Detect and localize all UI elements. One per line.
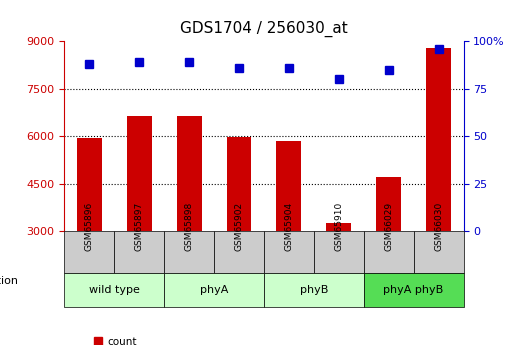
Text: genotype/variation: genotype/variation xyxy=(0,276,19,286)
Text: GSM65896: GSM65896 xyxy=(85,201,94,250)
Bar xyxy=(127,116,152,231)
Text: GSM65897: GSM65897 xyxy=(135,201,144,250)
Bar xyxy=(177,116,201,231)
Bar xyxy=(77,138,102,231)
Bar xyxy=(227,137,251,231)
Bar xyxy=(376,177,401,231)
FancyBboxPatch shape xyxy=(264,231,314,273)
Legend: count, percentile rank within the sample: count, percentile rank within the sample xyxy=(90,333,287,345)
Text: phyA: phyA xyxy=(200,285,228,295)
Text: GSM66030: GSM66030 xyxy=(434,201,443,250)
Text: GSM66029: GSM66029 xyxy=(384,201,393,250)
FancyBboxPatch shape xyxy=(364,231,414,273)
Text: phyB: phyB xyxy=(300,285,328,295)
FancyBboxPatch shape xyxy=(64,273,164,307)
FancyBboxPatch shape xyxy=(264,273,364,307)
Text: GSM65904: GSM65904 xyxy=(284,201,294,250)
Text: GSM65902: GSM65902 xyxy=(234,201,244,250)
FancyBboxPatch shape xyxy=(214,231,264,273)
Text: GSM65910: GSM65910 xyxy=(334,201,344,250)
Title: GDS1704 / 256030_at: GDS1704 / 256030_at xyxy=(180,21,348,37)
FancyBboxPatch shape xyxy=(64,231,114,273)
Bar xyxy=(426,48,451,231)
Text: wild type: wild type xyxy=(89,285,140,295)
FancyBboxPatch shape xyxy=(414,231,464,273)
Text: phyA phyB: phyA phyB xyxy=(384,285,444,295)
Bar xyxy=(277,141,301,231)
FancyBboxPatch shape xyxy=(164,231,214,273)
FancyBboxPatch shape xyxy=(314,231,364,273)
FancyBboxPatch shape xyxy=(364,273,464,307)
Text: GSM65898: GSM65898 xyxy=(184,201,194,250)
FancyBboxPatch shape xyxy=(164,273,264,307)
FancyBboxPatch shape xyxy=(114,231,164,273)
Bar xyxy=(327,223,351,231)
